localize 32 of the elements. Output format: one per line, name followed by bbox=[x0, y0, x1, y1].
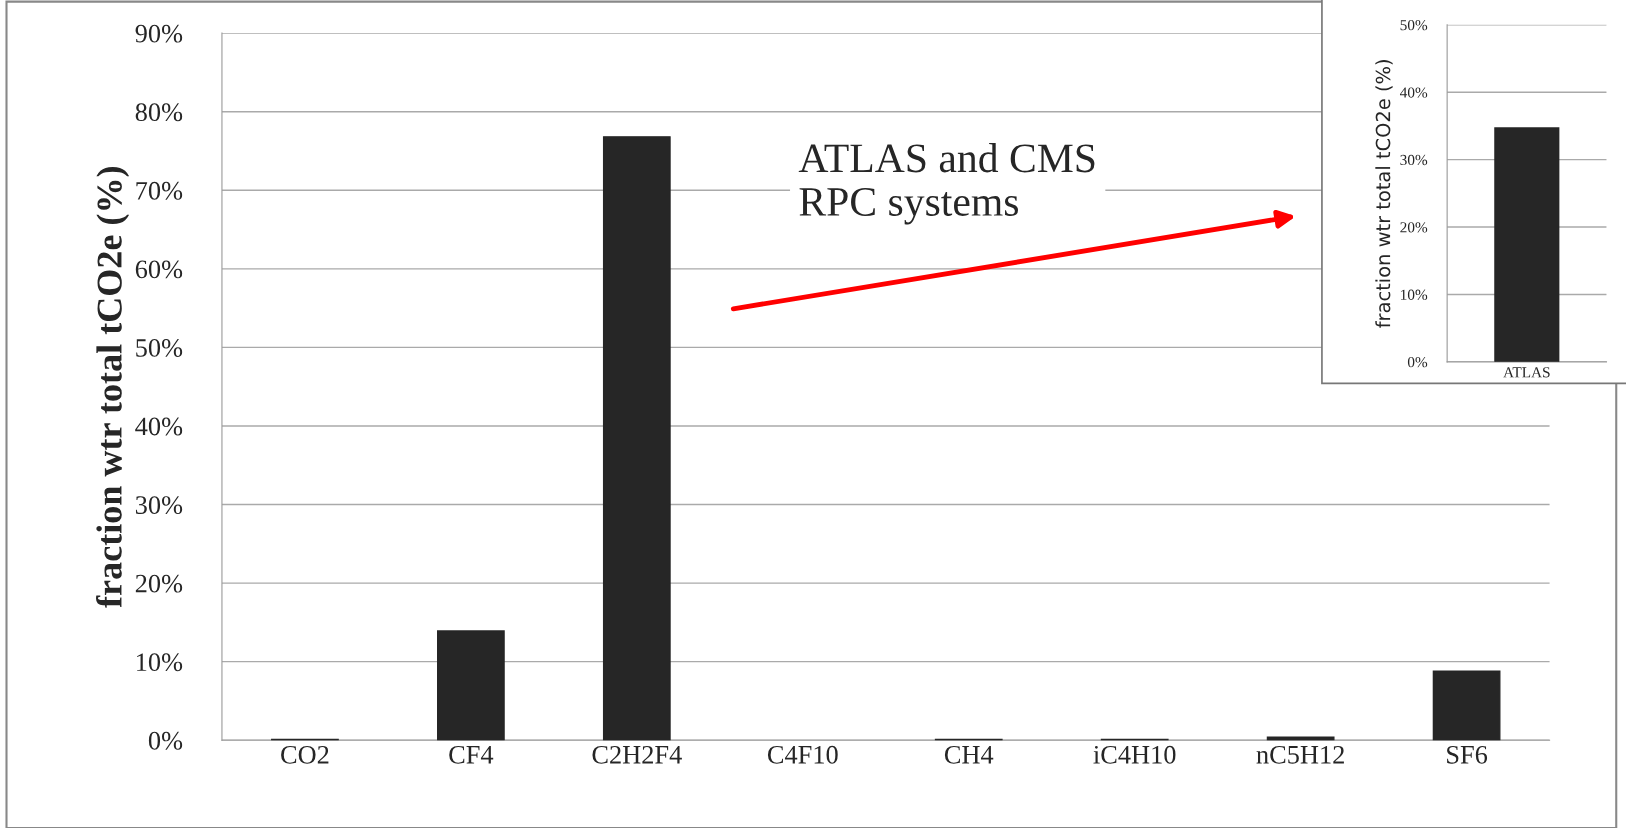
x-tick-label: C2H2F4 bbox=[592, 745, 682, 764]
y-tick-label: 10% bbox=[137, 653, 183, 672]
x-tick-label: CF4 bbox=[449, 745, 494, 764]
y-tick-label: 20% bbox=[1400, 222, 1428, 233]
y-tick-label: 50% bbox=[136, 339, 183, 357]
bar bbox=[436, 630, 505, 741]
y-tick-label: 20% bbox=[135, 574, 183, 593]
y-tick-label: 40% bbox=[135, 417, 183, 436]
x-tick-label: SF6 bbox=[1447, 745, 1488, 764]
bar bbox=[602, 136, 671, 741]
annotation: ATLAS and CMS RPC systems bbox=[798, 143, 1095, 225]
bar bbox=[1432, 670, 1501, 741]
x-tick-label: CO2 bbox=[281, 745, 329, 764]
y-tick-label: 60% bbox=[135, 260, 183, 279]
y-tick-label: 0% bbox=[148, 731, 183, 750]
y-tick-label: 10% bbox=[1401, 289, 1428, 300]
y-tick-label: 80% bbox=[135, 103, 183, 122]
x-tick-label: ATLAS bbox=[1503, 367, 1550, 378]
y-tick-label: 30% bbox=[135, 496, 183, 515]
y-axis-title: fraction wtr total tCO2e (%) bbox=[1375, 60, 1393, 328]
x-tick-label: C4F10 bbox=[767, 745, 838, 764]
y-tick-label: 70% bbox=[136, 181, 183, 200]
bar bbox=[1266, 736, 1335, 741]
y-tick-label: 50% bbox=[1400, 19, 1428, 31]
x-tick-label: CH4 bbox=[944, 745, 994, 764]
x-tick-label: iC4H10 bbox=[1093, 745, 1176, 764]
y-axis-title: fraction wtr total tCO2e (%) bbox=[96, 166, 130, 608]
y-tick-label: 0% bbox=[1407, 356, 1428, 368]
y-tick-label: 90% bbox=[135, 24, 183, 43]
x-tick-label: nC5H12 bbox=[1256, 745, 1344, 764]
y-tick-label: 30% bbox=[1400, 154, 1428, 166]
y-tick-label: 40% bbox=[1399, 87, 1428, 98]
